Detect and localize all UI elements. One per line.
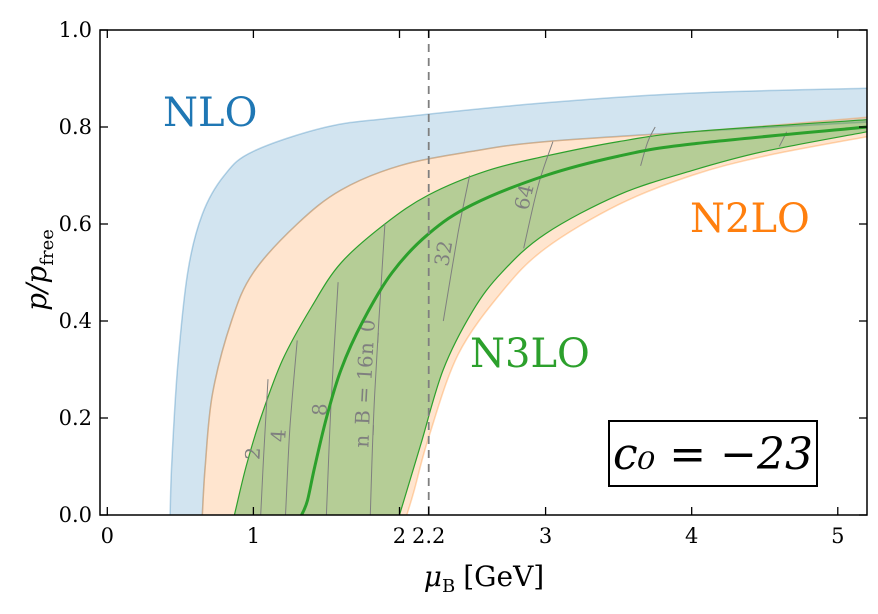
x-tick-label: 3 — [539, 524, 552, 548]
y-axis-title: p/pfree — [20, 229, 58, 311]
plot-frame — [99, 29, 868, 516]
n3lo-central-line — [300, 125, 867, 515]
band-n2lo-upper-edge — [406, 135, 867, 515]
y-tick-label: 0.8 — [59, 115, 92, 139]
x-tick-label: 5 — [831, 524, 844, 548]
density-contour-line — [640, 126, 656, 166]
density-contour-line — [285, 340, 298, 515]
x-tick-label: 1 — [247, 524, 260, 548]
x-tick-label: 4 — [685, 524, 698, 548]
annotation-text: c₀ = −23 — [613, 429, 813, 480]
y-tick-label: 0.2 — [59, 406, 92, 430]
y-tick-label: 0.4 — [59, 309, 92, 333]
parameter-annotation-box: c₀ = −23 — [608, 420, 818, 487]
density-contour-line — [778, 131, 788, 147]
density-contour-line — [369, 223, 386, 515]
density-contour-label: 2 — [240, 446, 265, 460]
band-label-n2lo: N2LO — [690, 196, 810, 242]
band-n3lo-upper-edge — [398, 131, 867, 515]
band-label-nlo: NLO — [163, 90, 257, 136]
x-axis-title: μB [GeV] — [424, 560, 544, 597]
density-contour-label: 8 — [307, 403, 332, 417]
y-tick-label: 0.0 — [59, 503, 92, 527]
band-n2lo-lower-edge — [201, 116, 867, 515]
axis-ticks: 0 1 2 2.2 3 4 50.00.20.40.60.81.0 — [59, 18, 867, 548]
y-tick-label: 0.6 — [59, 212, 92, 236]
annotation-frame — [608, 420, 818, 487]
band-nlo-upper-edge — [201, 121, 867, 515]
band-n2lo — [202, 117, 867, 515]
density-contour-label: 4 — [266, 429, 291, 443]
x-tick-label: 0 — [101, 524, 114, 548]
y-tick-label: 1.0 — [59, 18, 92, 42]
density-contour-line — [260, 379, 269, 515]
density-contour-line — [523, 141, 554, 249]
density-contour-line — [442, 175, 471, 322]
band-nlo-lower-edge — [169, 87, 867, 515]
density-contour-line — [325, 282, 339, 515]
x-tick-label: 2 — [393, 524, 406, 548]
central-line-layer — [300, 125, 867, 515]
x-tick-label: 2.2 — [412, 524, 445, 548]
band-label-n3lo: N3LO — [470, 331, 590, 377]
